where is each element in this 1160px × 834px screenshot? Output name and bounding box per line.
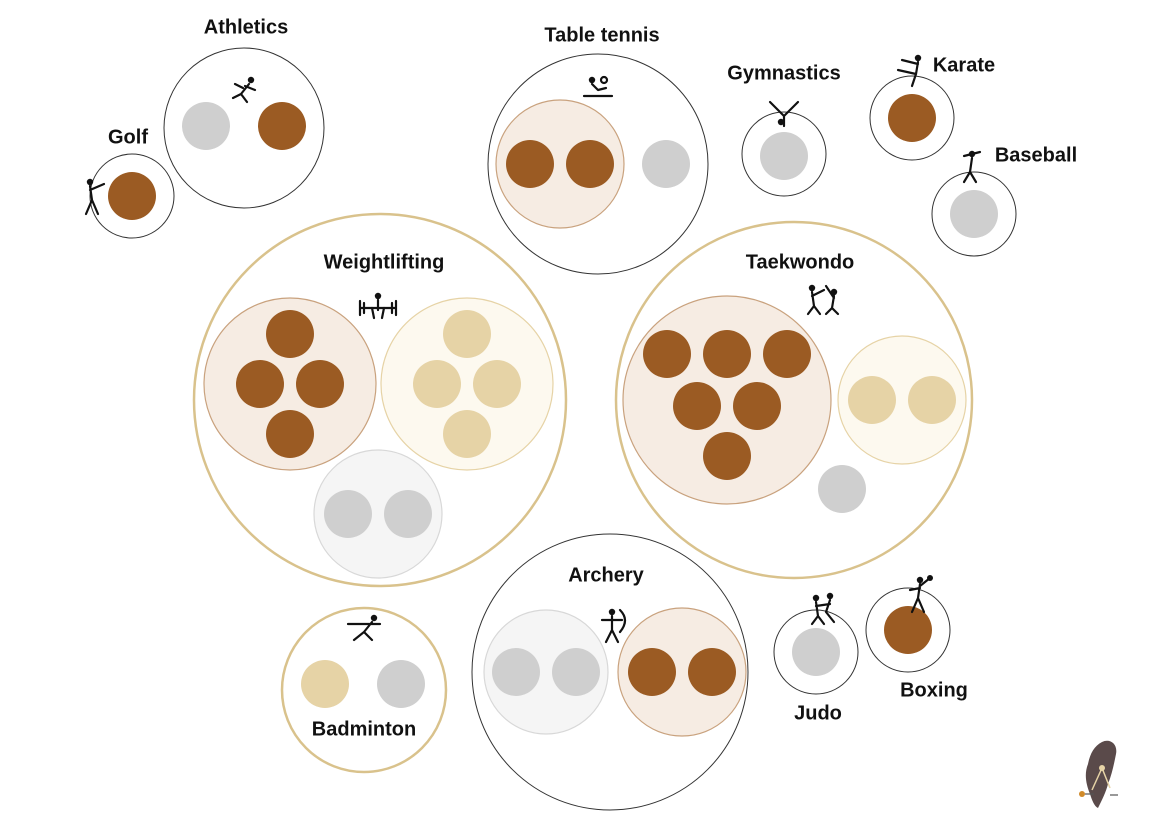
bronze-medal <box>884 606 932 654</box>
sport-bubble-baseball <box>931 171 1017 257</box>
silver-medal <box>760 132 808 180</box>
sport-circle-archery <box>471 533 749 811</box>
gold-group-circle <box>380 297 554 471</box>
silver-medal <box>384 490 432 538</box>
sport-icons <box>84 54 982 644</box>
bronze-medal <box>673 382 721 430</box>
silver-medal <box>818 465 866 513</box>
bronze-medal <box>566 140 614 188</box>
silver-medal <box>182 102 230 150</box>
sport-label-weightlifting: Weightlifting <box>324 251 445 273</box>
bronze-medal <box>628 648 676 696</box>
taekwondo-icon <box>806 284 840 316</box>
sport-label-boxing: Boxing <box>900 679 968 701</box>
sport-bubble-judo <box>773 609 859 695</box>
sport-circles <box>89 47 1017 811</box>
sport-bubble-karate <box>869 75 955 161</box>
baseball-icon <box>962 150 982 184</box>
bronze-medal <box>733 382 781 430</box>
bronze-group-circle <box>617 607 747 737</box>
bronze-medal <box>266 310 314 358</box>
bronze-medal <box>888 94 936 142</box>
bronze-medal <box>296 360 344 408</box>
table-tennis-icon <box>582 75 614 98</box>
gymnastics-icon <box>768 100 800 128</box>
weightlifting-icon <box>358 292 398 320</box>
bronze-medal <box>688 648 736 696</box>
silver-medal <box>642 140 690 188</box>
bronze-medal <box>643 330 691 378</box>
gold-medal <box>301 660 349 708</box>
sport-label-gymnastics: Gymnastics <box>727 62 840 84</box>
silver-medal <box>324 490 372 538</box>
sport-label-judo: Judo <box>794 702 842 724</box>
sport-bubble-gymnastics <box>741 111 827 197</box>
silver-group-circle <box>313 449 443 579</box>
bronze-medal <box>236 360 284 408</box>
sport-bubble-taekwondo <box>614 220 974 580</box>
sport-label-karate: Karate <box>933 54 995 76</box>
gold-group-circle <box>837 335 967 465</box>
boxing-icon <box>908 575 933 614</box>
sport-label-taekwondo: Taekwondo <box>746 251 855 273</box>
sport-bubble-athletics <box>163 47 325 209</box>
sport-label-table-tennis: Table tennis <box>544 24 659 46</box>
sport-label-archery: Archery <box>568 564 644 586</box>
karate-icon <box>896 54 922 88</box>
silver-medal <box>950 190 998 238</box>
taiwan-map-logo <box>1079 740 1118 808</box>
bronze-medal <box>108 172 156 220</box>
badminton-icon <box>346 614 382 642</box>
bronze-medal <box>266 410 314 458</box>
golf-icon <box>84 178 106 216</box>
athletics-icon <box>231 76 257 104</box>
sport-circle-athletics <box>163 47 325 209</box>
bronze-group-circle <box>495 99 625 229</box>
gold-medal <box>473 360 521 408</box>
sport-circle-badminton <box>280 606 448 774</box>
sport-bubble-badminton <box>280 606 448 774</box>
silver-medal <box>492 648 540 696</box>
sport-bubble-golf <box>89 153 175 239</box>
sport-label-baseball: Baseball <box>995 144 1077 166</box>
sport-label-golf: Golf <box>108 126 148 148</box>
judo-icon <box>810 592 836 626</box>
gold-medal <box>413 360 461 408</box>
bronze-medal <box>703 432 751 480</box>
sport-bubble-archery <box>471 533 749 811</box>
silver-medal <box>552 648 600 696</box>
gold-medal <box>443 310 491 358</box>
sport-label-badminton: Badminton <box>312 718 416 740</box>
sport-label-athletics: Athletics <box>204 16 288 38</box>
sport-bubble-table-tennis <box>487 53 709 275</box>
bronze-medal <box>763 330 811 378</box>
silver-group-circle <box>483 609 609 735</box>
bronze-medal <box>258 102 306 150</box>
bronze-medal <box>506 140 554 188</box>
silver-medal <box>792 628 840 676</box>
gold-medal <box>443 410 491 458</box>
sport-labels: Athletics Golf Table tennis Gymnastics Karat… <box>108 16 1077 740</box>
bronze-group-circle <box>203 297 377 471</box>
gold-medal <box>848 376 896 424</box>
sport-bubble-boxing <box>865 587 951 673</box>
archery-icon <box>600 608 627 644</box>
silver-medal <box>377 660 425 708</box>
gold-medal <box>908 376 956 424</box>
sport-bubble-weightlifting <box>192 212 568 588</box>
bronze-medal <box>703 330 751 378</box>
